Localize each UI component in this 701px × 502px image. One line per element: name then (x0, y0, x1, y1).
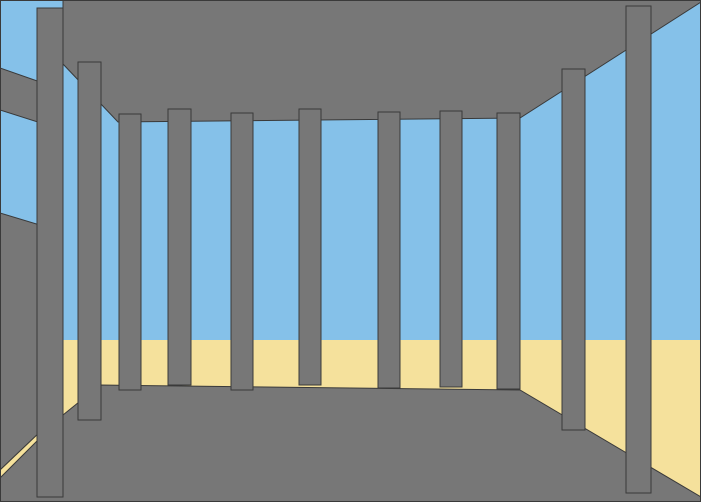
pillar (625, 5, 652, 494)
pillar (298, 108, 322, 386)
pillars (36, 5, 652, 498)
pillar (377, 111, 401, 389)
pillar (77, 61, 102, 421)
pillar (118, 113, 142, 391)
pillar (561, 68, 586, 431)
floor (0, 384, 701, 502)
pillar (496, 112, 521, 390)
pillar (36, 7, 64, 498)
pillar (230, 112, 254, 391)
pillar (439, 110, 463, 388)
pillar (167, 108, 192, 386)
